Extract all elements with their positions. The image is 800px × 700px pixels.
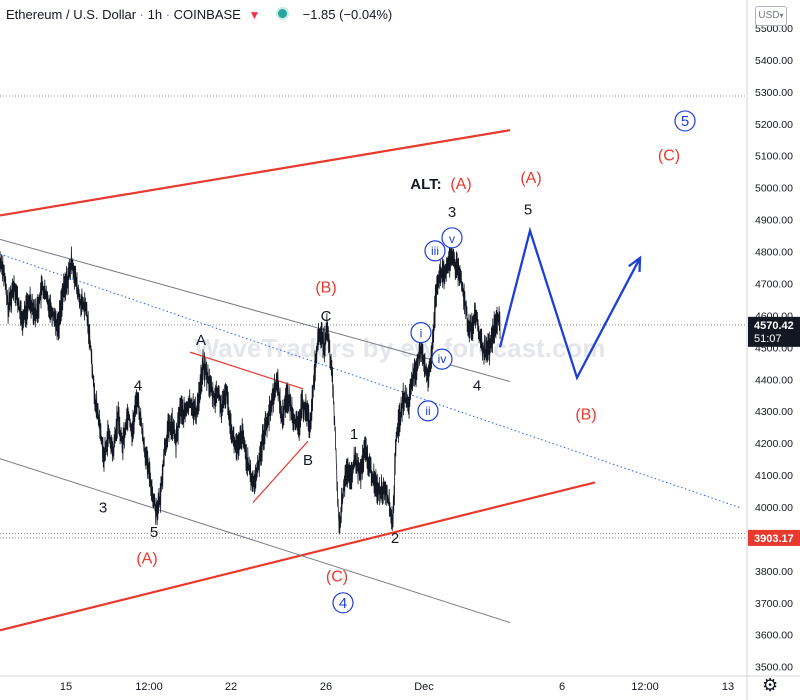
red-triangle-line <box>252 440 309 503</box>
wave-label: ALT: <box>410 176 441 193</box>
wave-label: 5 <box>150 524 158 541</box>
last-price-label: 4570.42 <box>754 320 794 332</box>
down-arrow-icon: ▼ <box>248 8 261 22</box>
wave-label: 3 <box>99 499 107 516</box>
price-tick-label: 3600.00 <box>755 630 793 642</box>
interval[interactable]: 1h <box>147 7 163 22</box>
projection-path <box>498 226 642 381</box>
price-tick-label: 4800.00 <box>755 247 793 259</box>
time-tick-label: 13 <box>722 681 734 693</box>
price-tick-label: 3700.00 <box>755 598 793 610</box>
price-tick-label: 3500.00 <box>755 662 793 674</box>
wave-label: (C) <box>658 147 680 164</box>
wave-label: 4 <box>473 377 481 394</box>
price-tick-label: 4300.00 <box>755 406 793 418</box>
price-tick-label: 4400.00 <box>755 374 793 386</box>
wave-label: ii <box>425 404 430 418</box>
price-tick-label: 5000.00 <box>755 183 793 195</box>
wave-label: (B) <box>575 406 596 423</box>
wave-label: (B) <box>315 279 336 296</box>
price-tick-label: 5300.00 <box>755 87 793 99</box>
price-change: −1.85 (−0.04%) <box>302 7 393 22</box>
last-price-box <box>748 316 800 347</box>
price-tick-label: 5500.00 <box>755 23 793 35</box>
market-status-icon[interactable] <box>276 7 289 20</box>
chart-header: Ethereum / U.S. Dollar · 1h · COINBASE ▼… <box>6 7 393 22</box>
price-tick-label: 5200.00 <box>755 119 793 131</box>
price-tick-label: 5400.00 <box>755 55 793 67</box>
wave-circle <box>417 400 439 422</box>
wave-label: iv <box>438 352 447 366</box>
currency-button[interactable]: USD▾ <box>755 6 787 26</box>
wave-label: iii <box>431 244 439 258</box>
wave-label: 5 <box>681 113 689 130</box>
wave-circle <box>441 227 463 249</box>
wave-label: i <box>420 327 423 341</box>
wave-circle <box>674 110 696 132</box>
time-tick-label: 15 <box>60 681 72 693</box>
time-tick-label: Dec <box>414 681 434 693</box>
currency-label: USD <box>758 10 780 21</box>
wave-label: 4 <box>134 377 142 394</box>
price-tick-label: 4700.00 <box>755 278 793 290</box>
red-short-line <box>189 351 304 390</box>
wave-circle <box>410 322 432 344</box>
time-tick-label: 12:00 <box>135 681 163 693</box>
wave-label: 5 <box>524 202 532 219</box>
wave-circle <box>424 240 446 262</box>
wave-label: (A) <box>136 550 157 567</box>
price-tick-label: 4000.00 <box>755 502 793 514</box>
wave-label: v <box>449 232 455 246</box>
wave-label: B <box>303 452 313 469</box>
wave-circle <box>332 592 354 614</box>
price-tick-label: 3800.00 <box>755 566 793 578</box>
price-tick-label: 5100.00 <box>755 151 793 163</box>
level-price-label: 3903.17 <box>754 533 794 545</box>
price-tick-label: 4900.00 <box>755 215 793 227</box>
wave-label: 1 <box>350 426 358 443</box>
red-upper-channel <box>0 129 511 217</box>
chevron-down-icon: ▾ <box>779 11 784 20</box>
time-tick-label: 12:00 <box>631 681 659 693</box>
wave-label: 2 <box>391 530 399 547</box>
gear-icon[interactable]: ⚙ <box>762 675 779 695</box>
level-price-box <box>748 529 800 546</box>
symbol-name[interactable]: Ethereum / U.S. Dollar <box>6 7 137 22</box>
price-tick-label: 4200.00 <box>755 438 793 450</box>
wave-label: (A) <box>450 176 471 193</box>
watermark: WaveTraders by ew-forecast.com <box>195 333 606 363</box>
wave-label: 4 <box>339 595 347 612</box>
wave-label: (A) <box>520 170 541 187</box>
projection-arrowhead <box>628 255 642 272</box>
wave-label: 3 <box>448 204 456 221</box>
wave-label: C <box>321 308 332 325</box>
price-tick-label: 4100.00 <box>755 470 793 482</box>
time-tick-label: 6 <box>559 681 565 693</box>
wave-label: (C) <box>326 568 348 585</box>
wave-label: A <box>196 332 206 349</box>
time-tick-label: 26 <box>320 681 332 693</box>
wave-circle <box>431 348 453 370</box>
time-tick-label: 22 <box>225 681 237 693</box>
grey-lower-channel <box>0 458 511 624</box>
red-lower-channel <box>0 481 596 632</box>
price-series <box>0 243 501 535</box>
exchange: COINBASE <box>173 7 241 22</box>
countdown-label: 51:07 <box>754 333 782 345</box>
